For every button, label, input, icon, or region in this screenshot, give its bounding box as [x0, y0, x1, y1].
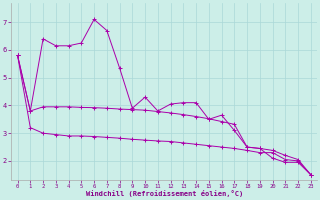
X-axis label: Windchill (Refroidissement éolien,°C): Windchill (Refroidissement éolien,°C) — [85, 190, 243, 197]
